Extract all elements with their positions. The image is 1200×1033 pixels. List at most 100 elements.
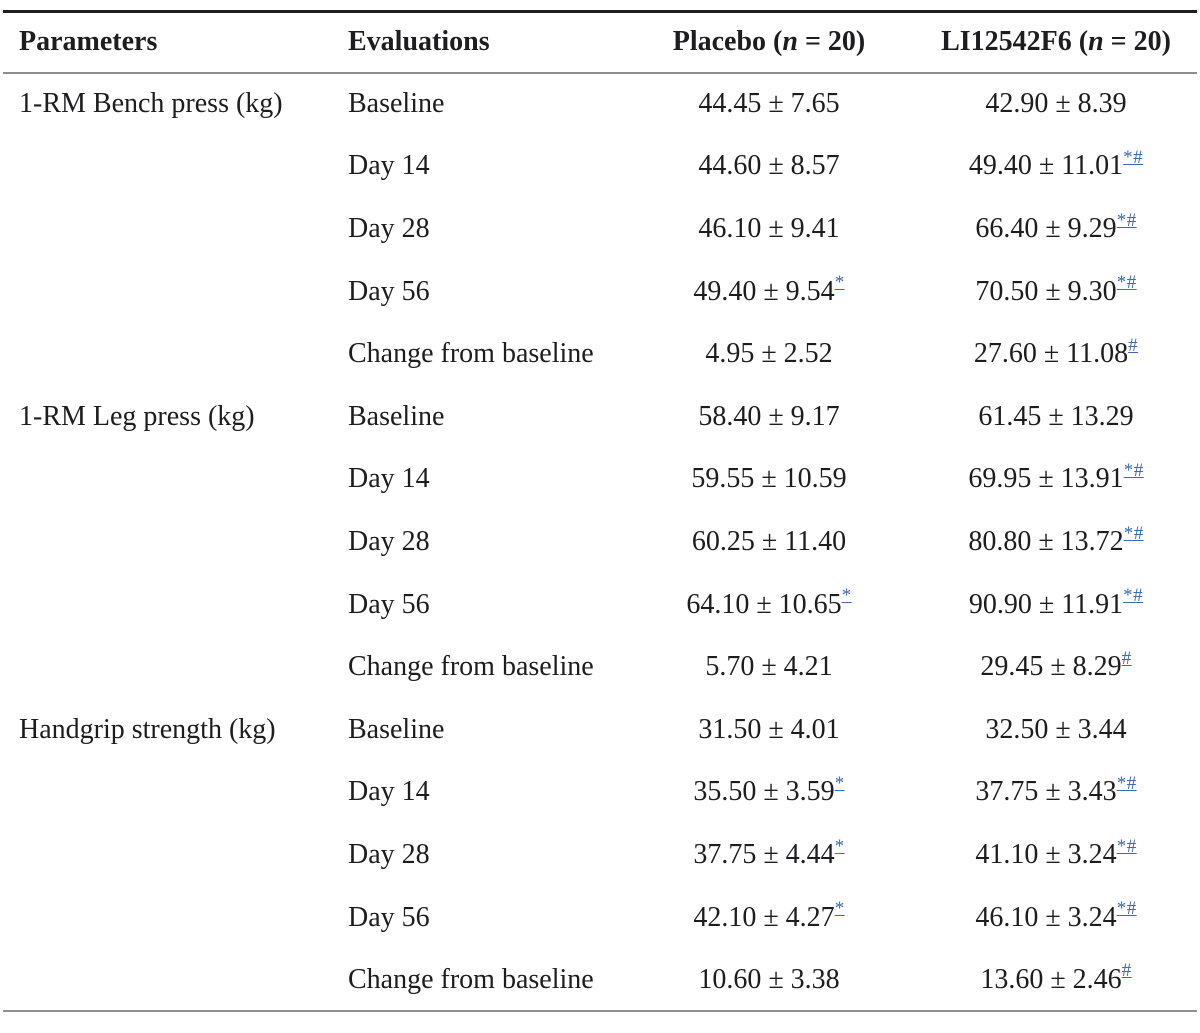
treatment-footnote-marker[interactable]: *# bbox=[1123, 147, 1144, 169]
results-table: Parameters Evaluations Placebo (n = 20) … bbox=[3, 10, 1197, 1013]
placebo-footnote-marker[interactable]: * bbox=[841, 585, 852, 607]
treatment-value-cell: 32.50 ± 3.44 bbox=[915, 698, 1197, 761]
parameter-cell: 1-RM Bench press (kg) bbox=[19, 88, 283, 120]
placebo-value-cell: 10.60 ± 3.38 bbox=[623, 949, 915, 1012]
treatment-value: 80.80 ± 13.72 bbox=[968, 525, 1124, 557]
treatment-value-cell: 90.90 ± 11.91*# bbox=[915, 573, 1197, 636]
treatment-footnote-marker[interactable]: # bbox=[1121, 647, 1132, 669]
parameter-cell bbox=[3, 511, 348, 574]
treatment-footnote-marker[interactable]: *# bbox=[1123, 460, 1144, 482]
parameter-cell: 1-RM Leg press (kg) bbox=[19, 400, 255, 432]
placebo-footnote-marker[interactable]: * bbox=[834, 272, 845, 294]
parameter-cell bbox=[3, 761, 348, 824]
placebo-value-cell: 60.25 ± 11.40 bbox=[623, 511, 915, 574]
treatment-footnote-marker[interactable]: *# bbox=[1116, 773, 1137, 794]
treatment-value: 49.40 ± 11.01 bbox=[968, 150, 1124, 182]
table-row: Day 28 37.75 ± 4.44* 41.10 ± 3.24*# bbox=[3, 824, 1197, 887]
treatment-value: 90.90 ± 11.91 bbox=[968, 588, 1124, 620]
evaluation-cell: Day 28 bbox=[348, 212, 430, 244]
placebo-value-cell: 59.55 ± 10.59 bbox=[623, 448, 915, 511]
placebo-value: 44.45 ± 7.65 bbox=[698, 88, 840, 120]
placebo-footnote-marker[interactable]: * bbox=[834, 773, 845, 794]
paper-table-page: Parameters Evaluations Placebo (n = 20) … bbox=[0, 10, 1200, 1033]
placebo-value: 42.10 ± 4.27 bbox=[693, 901, 835, 933]
placebo-value-cell: 35.50 ± 3.59* bbox=[623, 761, 915, 824]
placebo-value: 60.25 ± 11.40 bbox=[691, 525, 847, 557]
treatment-n-variable: n bbox=[1088, 26, 1104, 58]
placebo-value-cell: 64.10 ± 10.65* bbox=[623, 573, 915, 636]
treatment-value: 41.10 ± 3.24 bbox=[975, 838, 1117, 870]
placebo-value-cell: 37.75 ± 4.44* bbox=[623, 824, 915, 887]
table-row: Day 14 44.60 ± 8.57 49.40 ± 11.01*# bbox=[3, 135, 1197, 198]
treatment-value: 29.45 ± 8.29 bbox=[980, 651, 1122, 683]
parameter-cell bbox=[3, 323, 348, 386]
treatment-value: 32.50 ± 3.44 bbox=[985, 713, 1127, 745]
placebo-value-cell: 42.10 ± 4.27* bbox=[623, 886, 915, 949]
placebo-value-cell: 49.40 ± 9.54* bbox=[623, 260, 915, 323]
header-row: Parameters Evaluations Placebo (n = 20) … bbox=[3, 12, 1197, 73]
table-row: Day 56 42.10 ± 4.27* 46.10 ± 3.24*# bbox=[3, 886, 1197, 949]
treatment-value-cell: 49.40 ± 11.01*# bbox=[915, 135, 1197, 198]
parameter-cell bbox=[3, 135, 348, 198]
parameter-cell bbox=[3, 448, 348, 511]
table-row: Day 14 35.50 ± 3.59* 37.75 ± 3.43*# bbox=[3, 761, 1197, 824]
evaluation-cell: Baseline bbox=[348, 713, 445, 745]
placebo-value: 5.70 ± 4.21 bbox=[705, 651, 833, 683]
treatment-value: 46.10 ± 3.24 bbox=[975, 901, 1117, 933]
placebo-value: 35.50 ± 3.59 bbox=[693, 776, 835, 808]
evaluation-cell: Day 14 bbox=[348, 776, 430, 808]
placebo-value: 44.60 ± 8.57 bbox=[698, 150, 840, 182]
placebo-value: 49.40 ± 9.54 bbox=[693, 275, 835, 307]
col-header-placebo: Placebo (n = 20) bbox=[623, 12, 915, 73]
placebo-value: 46.10 ± 9.41 bbox=[698, 212, 840, 244]
evaluation-cell: Baseline bbox=[348, 400, 445, 432]
table-row: Day 56 49.40 ± 9.54* 70.50 ± 9.30*# bbox=[3, 260, 1197, 323]
treatment-value: 70.50 ± 9.30 bbox=[975, 275, 1117, 307]
treatment-footnote-marker[interactable]: *# bbox=[1116, 835, 1137, 857]
treatment-value-cell: 27.60 ± 11.08# bbox=[915, 323, 1197, 386]
treatment-value-cell: 46.10 ± 3.24*# bbox=[915, 886, 1197, 949]
placebo-value: 4.95 ± 2.52 bbox=[705, 338, 833, 370]
placebo-header-suffix: = 20) bbox=[797, 26, 866, 58]
parameter-cell bbox=[3, 636, 348, 699]
placebo-value: 31.50 ± 4.01 bbox=[698, 713, 840, 745]
parameter-cell bbox=[3, 573, 348, 636]
table-row: Day 14 59.55 ± 10.59 69.95 ± 13.91*# bbox=[3, 448, 1197, 511]
treatment-footnote-marker[interactable]: *# bbox=[1123, 522, 1144, 544]
evaluation-cell: Baseline bbox=[348, 88, 445, 120]
treatment-footnote-marker[interactable]: # bbox=[1121, 960, 1132, 982]
treatment-footnote-marker[interactable]: *# bbox=[1116, 898, 1137, 920]
treatment-value-cell: 70.50 ± 9.30*# bbox=[915, 260, 1197, 323]
treatment-footnote-marker[interactable]: *# bbox=[1116, 272, 1137, 294]
treatment-value-cell: 61.45 ± 13.29 bbox=[915, 385, 1197, 448]
parameter-cell bbox=[3, 824, 348, 887]
treatment-value-cell: 80.80 ± 13.72*# bbox=[915, 511, 1197, 574]
treatment-header-suffix: = 20) bbox=[1103, 26, 1171, 58]
evaluation-cell: Day 28 bbox=[348, 525, 430, 557]
treatment-value-cell: 37.75 ± 3.43*# bbox=[915, 761, 1197, 824]
placebo-footnote-marker[interactable]: * bbox=[834, 898, 845, 920]
treatment-footnote-marker[interactable]: *# bbox=[1116, 209, 1137, 231]
placebo-value-cell: 46.10 ± 9.41 bbox=[623, 198, 915, 261]
treatment-footnote-marker[interactable]: # bbox=[1128, 334, 1139, 356]
placebo-footnote-marker[interactable]: * bbox=[834, 835, 845, 857]
evaluation-cell: Change from baseline bbox=[348, 963, 594, 995]
parameter-cell: Handgrip strength (kg) bbox=[19, 713, 276, 745]
placebo-value: 64.10 ± 10.65 bbox=[686, 588, 842, 620]
evaluation-cell: Day 56 bbox=[348, 588, 430, 620]
col-header-treatment: LI12542F6 (n = 20) bbox=[915, 12, 1197, 73]
placebo-value: 10.60 ± 3.38 bbox=[698, 963, 840, 995]
placebo-value-cell: 31.50 ± 4.01 bbox=[623, 698, 915, 761]
evaluation-cell: Change from baseline bbox=[348, 338, 594, 370]
treatment-value: 37.75 ± 3.43 bbox=[975, 776, 1117, 808]
treatment-value: 27.60 ± 11.08 bbox=[973, 338, 1129, 370]
table-row: 1-RM Bench press (kg) Baseline 44.45 ± 7… bbox=[3, 73, 1197, 136]
placebo-value-cell: 4.95 ± 2.52 bbox=[623, 323, 915, 386]
treatment-value-cell: 41.10 ± 3.24*# bbox=[915, 824, 1197, 887]
placebo-n-variable: n bbox=[782, 26, 798, 58]
table-row: Change from baseline 5.70 ± 4.21 29.45 ±… bbox=[3, 636, 1197, 699]
table-row: 1-RM Leg press (kg) Baseline 58.40 ± 9.1… bbox=[3, 385, 1197, 448]
treatment-value-cell: 69.95 ± 13.91*# bbox=[915, 448, 1197, 511]
treatment-footnote-marker[interactable]: *# bbox=[1123, 585, 1144, 607]
treatment-value-cell: 66.40 ± 9.29*# bbox=[915, 198, 1197, 261]
